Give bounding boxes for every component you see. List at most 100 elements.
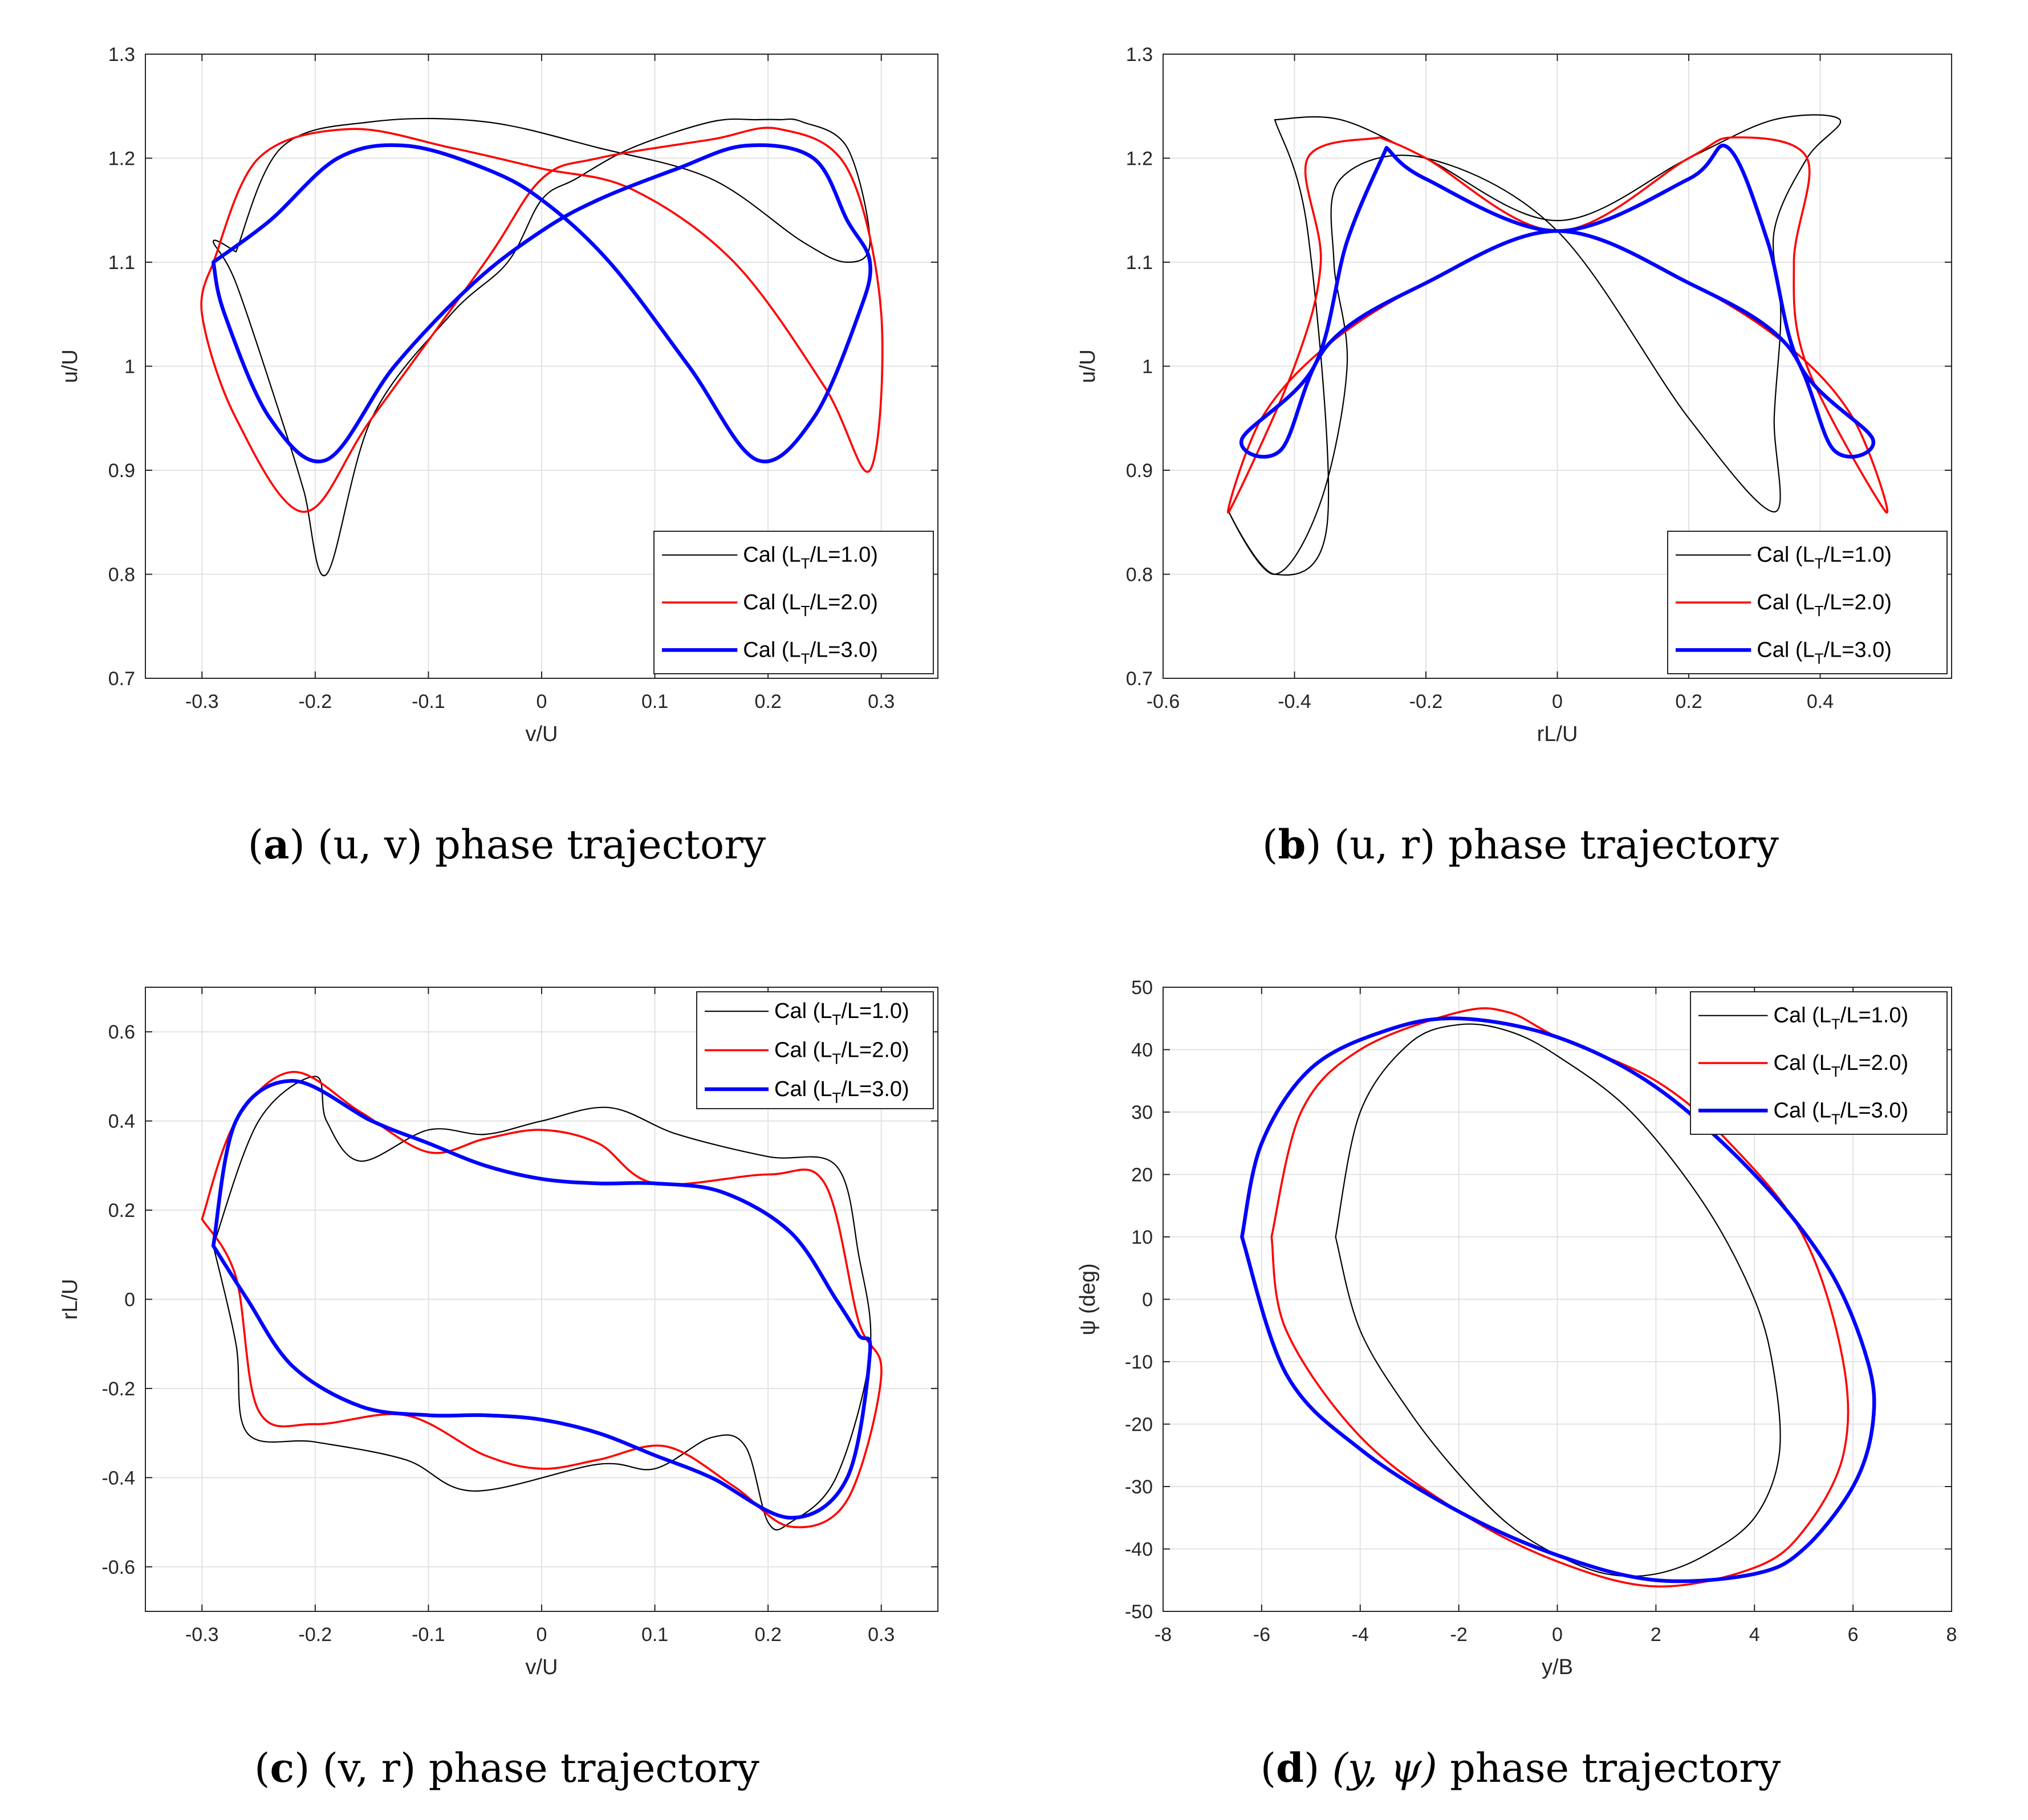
legend-label-main-a-2: Cal (L [743,638,800,662]
series-line-b-1 [1227,136,1889,514]
x-tick-label-b-5: 0.4 [1807,691,1834,712]
chart-d: -8 -6 -4 -2 0 2 4 6 8-50-40-30-20-1001020304050y… [1076,977,1957,1679]
legend-label-tail-b-2: /L=3.0) [1824,638,1892,662]
series-line-a-0 [213,117,871,577]
legend-label-main-b-1: Cal (L [1757,591,1814,614]
y-tick-label-a-6: 1.3 [108,44,135,66]
caption-c: (c) (v, r) phase trajectory [254,1744,759,1792]
x-tick-label-c-4: 0.1 [641,1624,668,1646]
legend-label-sub-b-1: T [1815,602,1824,620]
y-tick-label-c-0: -0.6 [101,1557,135,1578]
legend-label-c-2: Cal (LT/L=3.0) [774,1077,909,1106]
y-tick-label-b-0: 0.7 [1126,668,1153,690]
y-axis-label-c: rL/U [58,1279,82,1320]
caption-a-text: (u, v) phase trajectory [318,821,766,868]
y-tick-label-d-6: 10 [1131,1227,1153,1248]
y-tick-label-c-6: 0.6 [108,1021,135,1043]
series-line-a-2 [211,143,872,463]
y-tick-label-b-1: 0.8 [1126,564,1153,586]
x-tick-label-a-6: 0.3 [868,691,895,712]
y-tick-label-b-6: 1.3 [1126,44,1153,66]
legend-label-a-0: Cal (LT/L=1.0) [743,543,878,572]
x-tick-label-a-0: -0.3 [185,691,219,712]
legend-label-tail-b-0: /L=1.0) [1824,543,1892,567]
x-tick-label-d-5: 2 [1651,1624,1661,1646]
legend-label-tail-d-0: /L=1.0) [1840,1004,1908,1028]
legend-label-tail-a-1: /L=2.0) [810,591,878,614]
y-axis-label-a: u/U [58,349,82,383]
x-tick-label-a-4: 0.1 [641,691,668,712]
legend-label-a-1: Cal (LT/L=2.0) [743,591,878,620]
x-tick-label-c-1: -0.2 [299,1624,332,1646]
legend-label-b-1: Cal (LT/L=2.0) [1757,591,1892,620]
x-tick-label-d-4: 0 [1552,1624,1563,1646]
x-tick-label-c-6: 0.3 [868,1624,895,1646]
x-tick-label-d-8: 8 [1946,1624,1957,1646]
legend-label-sub-a-0: T [801,555,810,572]
x-tick-label-b-1: -0.4 [1278,691,1311,712]
y-tick-label-c-1: -0.4 [101,1467,135,1489]
legend-label-tail-a-2: /L=3.0) [810,638,878,662]
legend-label-b-2: Cal (LT/L=3.0) [1757,638,1892,667]
y-axis-label-d: ψ (deg) [1076,1263,1100,1335]
y-tick-label-c-2: -0.2 [101,1378,135,1400]
x-tick-label-a-5: 0.2 [755,691,782,712]
legend-d: Cal (LT/L=1.0)Cal (LT/L=2.0)Cal (LT/L=3.… [1690,991,1948,1135]
x-tick-label-c-0: -0.3 [185,1624,219,1646]
legend-label-sub-d-1: T [1831,1063,1840,1080]
x-axis-label-c: v/U [526,1655,558,1679]
chart-c: -0.3 -0.2 -0.1 0 0.1 0.2 0.3 -0.6 -0.4 -0.2 0 0.2 0.… [58,987,938,1679]
x-axis-label-b: rL/U [1537,722,1578,746]
y-tick-label-a-4: 1.1 [108,252,135,274]
x-tick-label-c-3: 0 [537,1624,547,1646]
legend-label-main-c-2: Cal (L [774,1077,832,1101]
legend-label-sub-c-2: T [832,1089,841,1106]
x-tick-label-b-3: 0 [1552,691,1563,712]
legend-label-main-d-0: Cal (L [1774,1004,1831,1028]
legend-b: Cal (LT/L=1.0)Cal (LT/L=2.0)Cal (LT/L=3.… [1667,531,1948,674]
legend-label-main-c-0: Cal (L [774,999,832,1023]
y-tick-label-a-0: 0.7 [108,668,135,690]
series-line-d-0 [1335,1023,1781,1577]
legend-label-sub-c-0: T [832,1011,841,1028]
legend-label-tail-c-1: /L=2.0) [841,1039,909,1062]
y-tick-label-d-3: -20 [1125,1414,1153,1436]
legend-label-main-a-1: Cal (L [743,591,800,614]
legend-label-main-d-1: Cal (L [1774,1051,1831,1075]
y-tick-label-d-4: -10 [1125,1351,1153,1373]
y-tick-label-c-3: 0 [124,1289,135,1311]
series-group-c [201,1070,883,1530]
y-tick-label-c-5: 0.4 [108,1111,135,1133]
legend-label-main-b-0: Cal (L [1757,543,1814,567]
series-line-c-2 [211,1079,872,1520]
y-axis-label-b: u/U [1076,349,1100,383]
y-tick-label-b-3: 1 [1142,356,1153,378]
y-tick-label-d-1: -40 [1125,1539,1153,1561]
series-line-a-1 [200,127,884,513]
legend-label-tail-a-0: /L=1.0) [810,543,878,567]
x-tick-label-b-2: -0.2 [1409,691,1443,712]
series-group-a [200,117,884,577]
y-tick-label-d-9: 40 [1131,1040,1153,1061]
caption-d-letter: d [1276,1744,1304,1792]
y-tick-label-d-8: 30 [1131,1102,1153,1123]
x-tick-label-d-0: -8 [1155,1624,1172,1646]
legend-label-main-d-2: Cal (L [1774,1098,1831,1122]
caption-d-text: phase trajectory [1450,1745,1781,1792]
legend-label-d-0: Cal (LT/L=1.0) [1774,1004,1909,1033]
legend-label-sub-d-2: T [1831,1110,1840,1127]
x-tick-label-c-5: 0.2 [755,1624,782,1646]
legend-label-sub-b-2: T [1815,650,1824,667]
y-tick-label-a-1: 0.8 [108,564,135,586]
x-tick-label-a-2: -0.1 [412,691,445,712]
y-tick-label-d-2: -30 [1125,1476,1153,1498]
chart-b: -0.6 -0.4 -0.2 0 0.2 0.4 0.7 0.8 0.9 1 1.1 1.2 1.3 rL… [1076,44,1952,746]
legend-label-tail-b-1: /L=2.0) [1824,591,1892,614]
y-tick-label-b-2: 0.9 [1126,460,1153,482]
x-tick-label-d-7: 6 [1848,1624,1859,1646]
legend-label-b-0: Cal (LT/L=1.0) [1757,543,1892,572]
legend-label-sub-a-1: T [801,602,810,620]
legend-label-sub-b-0: T [1815,555,1824,572]
legend-label-sub-a-2: T [801,650,810,667]
